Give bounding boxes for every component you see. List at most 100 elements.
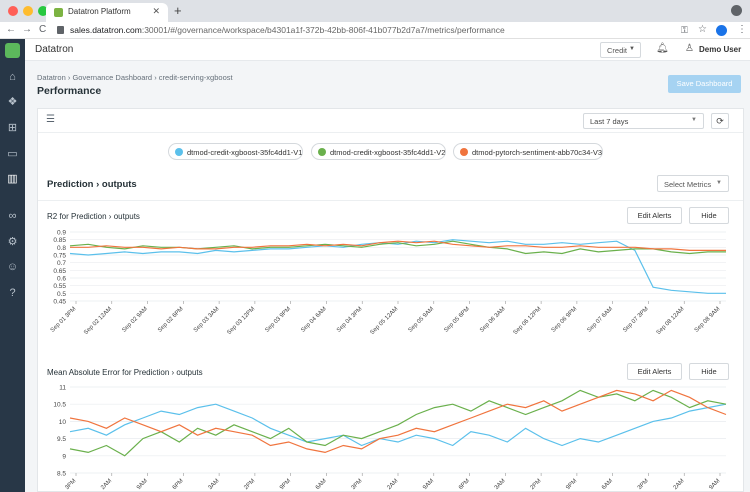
- user-name[interactable]: Demo User: [699, 45, 742, 54]
- hide-chart-button[interactable]: Hide: [689, 363, 729, 380]
- menu-hamburger-icon[interactable]: ☰: [46, 114, 55, 125]
- app-header: Datatron Credit ▼ 🔔︎ ♙ Demo User: [25, 39, 750, 61]
- y-tick-label: 0.55: [53, 283, 66, 290]
- reload-button[interactable]: C: [39, 24, 47, 35]
- x-tick-label: 6PM: [172, 478, 185, 491]
- pipeline-icon[interactable]: ⊞: [7, 122, 18, 134]
- workspace-select[interactable]: Credit ▼: [600, 42, 641, 58]
- model-chip[interactable]: dtmod-credit-xgboost-35fc4dd1-V1: [168, 143, 304, 160]
- y-tick-label: 0.9: [57, 230, 66, 237]
- x-tick-label: Sep 06 12PM: [513, 306, 543, 336]
- url-host: sales.datatron.com: [70, 25, 142, 35]
- tab-title: Datatron Platform: [68, 7, 131, 16]
- x-tick-label: Sep 01 3PM: [50, 306, 78, 334]
- y-tick-label: 11: [59, 385, 66, 392]
- legend-dot: [318, 148, 326, 156]
- link-icon[interactable]: ∞: [8, 210, 17, 222]
- dashboard-card: ☰ Last 7 days ▼ ⟳ dtmod-credit-xgboost-3…: [37, 108, 744, 492]
- save-dashboard-button[interactable]: Save Dashboard: [668, 75, 741, 93]
- window-zoom-button[interactable]: [38, 6, 48, 16]
- x-tick-label: Sep 02 6PM: [157, 306, 185, 334]
- docs-icon[interactable]: ▭: [7, 148, 18, 160]
- breadcrumb-item[interactable]: credit-serving-xgboost: [158, 73, 233, 82]
- x-tick-label: Sep 02 12AM: [83, 306, 113, 336]
- x-tick-label: Sep 02 9AM: [121, 306, 149, 334]
- y-tick-label: 0.7: [57, 260, 66, 267]
- model-chip[interactable]: dtmod-credit-xgboost-35fc4dd1-V2: [311, 143, 447, 160]
- x-tick-label: 3AM: [208, 478, 221, 491]
- model-legend: dtmod-credit-xgboost-35fc4dd1-V1 dtmod-c…: [38, 143, 743, 161]
- x-tick-label: 6PM: [458, 478, 471, 491]
- page-title: Performance: [37, 85, 102, 97]
- x-tick-label: Sep 07 6AM: [586, 306, 614, 334]
- window-minimize-button[interactable]: [23, 6, 33, 16]
- x-tick-label: Sep 06 9PM: [551, 306, 579, 334]
- x-tick-label: Sep 03 3AM: [193, 306, 221, 334]
- series-line: [69, 389, 727, 457]
- y-tick-label: 0.6: [57, 276, 66, 283]
- select-metrics-dropdown[interactable]: Select Metrics ▼: [657, 175, 729, 192]
- x-tick-label: 3PM: [64, 478, 77, 491]
- dashboard-icon[interactable]: ▥: [7, 173, 18, 185]
- browser-menu-icon[interactable]: ⋮: [737, 24, 747, 35]
- chevron-down-icon: ▼: [716, 180, 722, 186]
- y-tick-label: 0.65: [53, 268, 66, 275]
- x-tick-label: Sep 07 3PM: [622, 306, 650, 334]
- model-chip-label: dtmod-pytorch-sentiment-abb70c34-V3: [472, 148, 603, 157]
- x-tick-label: 3AM: [494, 478, 507, 491]
- users-icon[interactable]: ☺: [6, 261, 19, 273]
- back-button[interactable]: ←: [6, 24, 16, 35]
- breadcrumb-item[interactable]: Datatron: [37, 73, 66, 82]
- section-title: Prediction › outputs: [47, 179, 137, 190]
- x-tick-label: Sep 05 12AM: [369, 306, 399, 336]
- help-icon[interactable]: ?: [9, 287, 16, 299]
- window-close-button[interactable]: [8, 6, 18, 16]
- profile-avatar-icon[interactable]: [716, 25, 727, 36]
- y-tick-label: 9.5: [57, 436, 66, 443]
- x-tick-label: 2AM: [673, 478, 686, 491]
- browser-tab[interactable]: Datatron Platform ✕: [46, 3, 168, 22]
- x-tick-label: 9PM: [565, 478, 578, 491]
- notification-bell-icon[interactable]: 🔔︎: [656, 43, 669, 54]
- address-bar: ← → C sales.datatron.com:30001/#/governa…: [0, 22, 750, 39]
- chart-title: R2 for Prediction › outputs: [47, 212, 140, 221]
- x-tick-label: Sep 05 9AM: [408, 306, 436, 334]
- settings-gear-icon[interactable]: ⚙: [7, 236, 18, 248]
- x-tick-label: 2AM: [386, 478, 399, 491]
- page-content: Datatron › Governance Dashboard › credit…: [25, 61, 750, 492]
- x-tick-label: Sep 06 3AM: [479, 306, 507, 334]
- y-tick-label: 0.75: [53, 253, 66, 260]
- x-tick-label: 3PM: [351, 478, 364, 491]
- user-icon[interactable]: ♙: [685, 43, 694, 54]
- series-line: [69, 389, 727, 454]
- tab-search-icon[interactable]: [731, 5, 742, 16]
- model-chip[interactable]: dtmod-pytorch-sentiment-abb70c34-V3: [453, 143, 604, 160]
- forward-button[interactable]: →: [22, 24, 32, 35]
- refresh-button[interactable]: ⟳: [711, 113, 729, 129]
- hide-chart-button[interactable]: Hide: [689, 207, 729, 224]
- tab-close-icon[interactable]: ✕: [152, 6, 160, 16]
- edit-alerts-button[interactable]: Edit Alerts: [627, 207, 682, 224]
- y-tick-label: 10.5: [53, 402, 66, 409]
- key-icon[interactable]: ⚿: [681, 25, 688, 35]
- refresh-icon: ⟳: [716, 116, 724, 126]
- time-range-select[interactable]: Last 7 days ▼: [583, 113, 704, 129]
- legend-dot: [175, 148, 183, 156]
- x-tick-label: Sep 04 6AM: [300, 306, 328, 334]
- x-tick-label: Sep 08 12AM: [656, 306, 686, 336]
- breadcrumb-item[interactable]: Governance Dashboard: [72, 73, 153, 82]
- datatron-logo-icon[interactable]: [5, 43, 20, 58]
- breadcrumb-separator: ›: [154, 73, 157, 82]
- new-tab-button[interactable]: +: [174, 3, 182, 18]
- bookmark-star-icon[interactable]: ☆: [698, 24, 707, 35]
- y-tick-label: 0.45: [53, 299, 66, 306]
- y-tick-label: 0.8: [57, 245, 66, 252]
- home-icon[interactable]: ⌂: [9, 71, 16, 83]
- models-icon[interactable]: ❖: [7, 96, 18, 108]
- edit-alerts-button[interactable]: Edit Alerts: [627, 363, 682, 380]
- url-input[interactable]: sales.datatron.com:30001/#/governance/wo…: [70, 25, 505, 35]
- chart-title: Mean Absolute Error for Prediction › out…: [47, 368, 203, 377]
- x-tick-label: 9AM: [708, 478, 721, 491]
